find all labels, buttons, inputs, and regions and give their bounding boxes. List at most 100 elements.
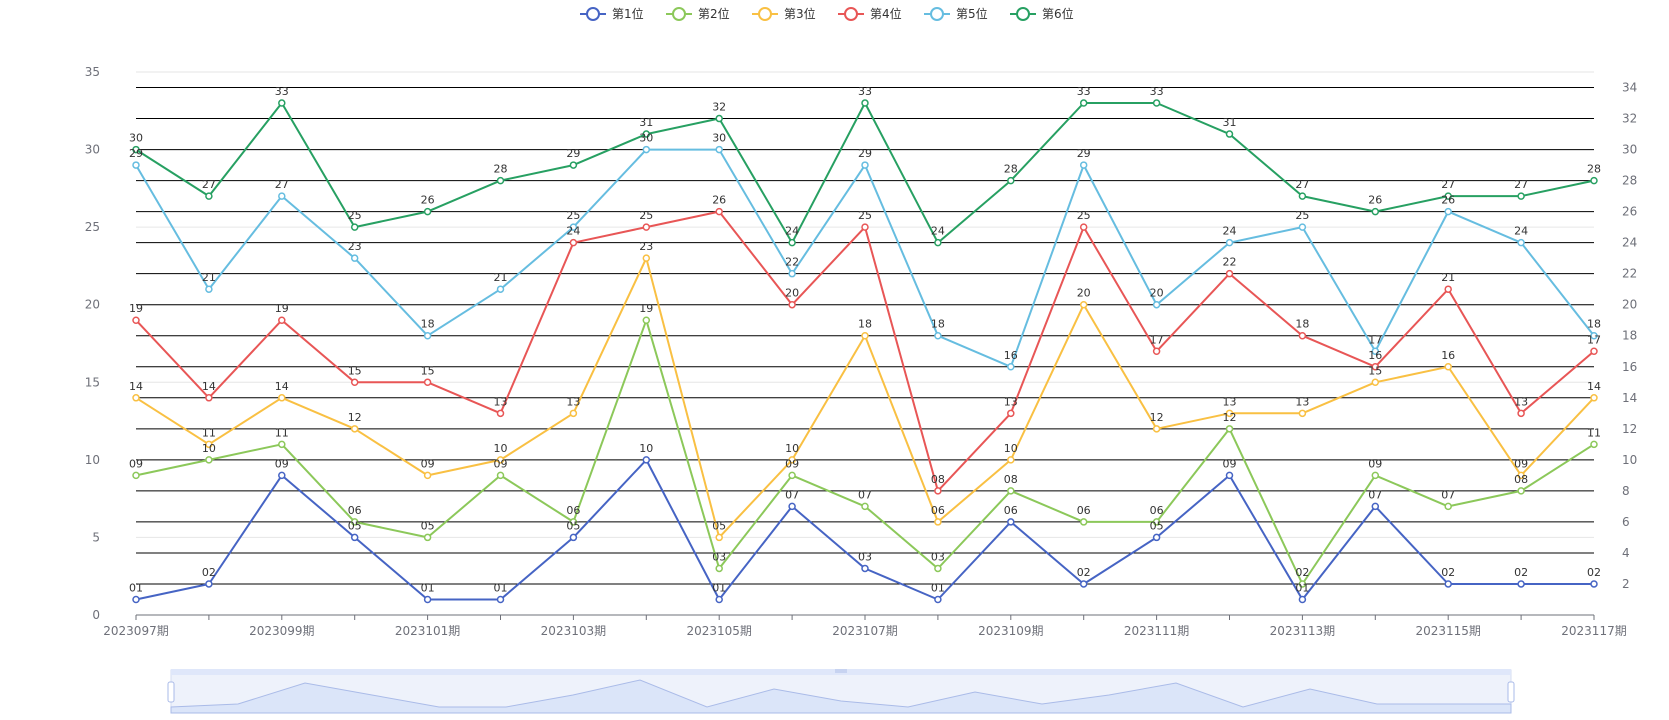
data-point[interactable] [715,145,723,154]
data-point[interactable] [205,394,213,402]
data-point[interactable] [350,518,359,526]
data-point[interactable] [934,518,942,526]
data-point[interactable] [1079,223,1088,231]
data-point[interactable] [1371,363,1380,371]
data-point[interactable] [934,595,942,604]
data-point[interactable] [934,238,942,247]
data-point[interactable] [861,161,869,169]
data-point[interactable] [1298,580,1307,588]
data-point[interactable] [350,378,359,387]
data-point[interactable] [278,440,286,449]
data-point[interactable] [205,580,213,588]
data-point[interactable] [350,425,359,433]
data-point[interactable] [1079,99,1088,107]
data-point[interactable] [788,300,796,309]
data-point[interactable] [1079,161,1088,169]
data-point[interactable] [1152,300,1161,309]
data-point[interactable] [1298,192,1307,200]
data-point[interactable] [496,595,505,604]
data-point[interactable] [205,285,213,293]
data-point[interactable] [861,99,869,107]
data-point[interactable] [715,564,723,573]
data-point[interactable] [1371,207,1380,216]
data-point[interactable] [934,487,942,495]
data-point[interactable] [715,595,723,604]
data-point[interactable] [1590,580,1598,588]
data-zoom[interactable] [167,669,1515,714]
data-point[interactable] [1371,347,1380,356]
data-point[interactable] [423,207,432,216]
data-point[interactable] [1007,456,1015,464]
data-point[interactable] [1444,580,1452,588]
zoom-drag-grip[interactable] [835,669,847,673]
data-point[interactable] [1517,409,1525,418]
data-point[interactable] [278,99,286,107]
data-point[interactable] [1371,502,1380,511]
legend-item[interactable]: 第2位 [666,6,730,21]
data-point[interactable] [278,394,286,402]
data-point[interactable] [496,176,505,185]
data-point[interactable] [132,595,140,604]
data-point[interactable] [423,378,432,387]
data-point[interactable] [1007,176,1015,185]
data-point[interactable] [1225,425,1234,433]
data-point[interactable] [1298,331,1307,340]
data-point[interactable] [350,254,359,262]
data-point[interactable] [132,471,140,480]
data-point[interactable] [205,440,213,449]
data-point[interactable] [1444,363,1452,371]
legend-item[interactable]: 第5位 [924,6,988,21]
data-point[interactable] [1590,440,1598,449]
data-point[interactable] [569,223,578,231]
data-point[interactable] [1590,176,1598,185]
data-point[interactable] [132,145,140,154]
data-point[interactable] [1590,331,1598,340]
data-point[interactable] [1517,192,1525,200]
data-point[interactable] [1079,580,1088,588]
data-point[interactable] [788,502,796,511]
data-point[interactable] [1225,238,1234,247]
legend-item[interactable]: 第6位 [1010,6,1074,21]
data-point[interactable] [715,207,723,216]
data-point[interactable] [1444,285,1452,293]
data-point[interactable] [642,254,651,262]
legend-item[interactable]: 第1位 [580,6,644,21]
data-point[interactable] [205,192,213,200]
data-point[interactable] [1444,192,1452,200]
data-point[interactable] [1152,425,1161,433]
data-point[interactable] [569,409,578,418]
data-point[interactable] [1152,99,1161,107]
data-point[interactable] [1225,471,1234,480]
data-point[interactable] [1298,223,1307,231]
data-point[interactable] [1590,394,1598,402]
data-point[interactable] [423,471,432,480]
data-point[interactable] [934,331,942,340]
data-point[interactable] [496,471,505,480]
data-point[interactable] [1007,409,1015,418]
data-point[interactable] [1152,533,1161,542]
data-point[interactable] [1007,363,1015,371]
data-point[interactable] [642,316,651,324]
data-point[interactable] [278,316,286,324]
data-point[interactable] [1371,471,1380,480]
data-point[interactable] [642,456,651,464]
data-point[interactable] [934,564,942,573]
data-point[interactable] [788,269,796,278]
data-point[interactable] [1444,502,1452,511]
data-point[interactable] [1444,207,1452,216]
data-point[interactable] [1007,487,1015,495]
zoom-handle-right[interactable] [1507,681,1515,703]
data-point[interactable] [1152,347,1161,356]
data-point[interactable] [1517,487,1525,495]
data-point[interactable] [132,161,140,169]
data-point[interactable] [350,533,359,542]
data-point[interactable] [1298,409,1307,418]
data-point[interactable] [569,518,578,526]
data-point[interactable] [132,316,140,324]
data-point[interactable] [569,161,578,169]
data-point[interactable] [569,533,578,542]
data-point[interactable] [1298,595,1307,604]
data-point[interactable] [788,456,796,464]
data-point[interactable] [1517,471,1525,480]
data-point[interactable] [861,564,869,573]
